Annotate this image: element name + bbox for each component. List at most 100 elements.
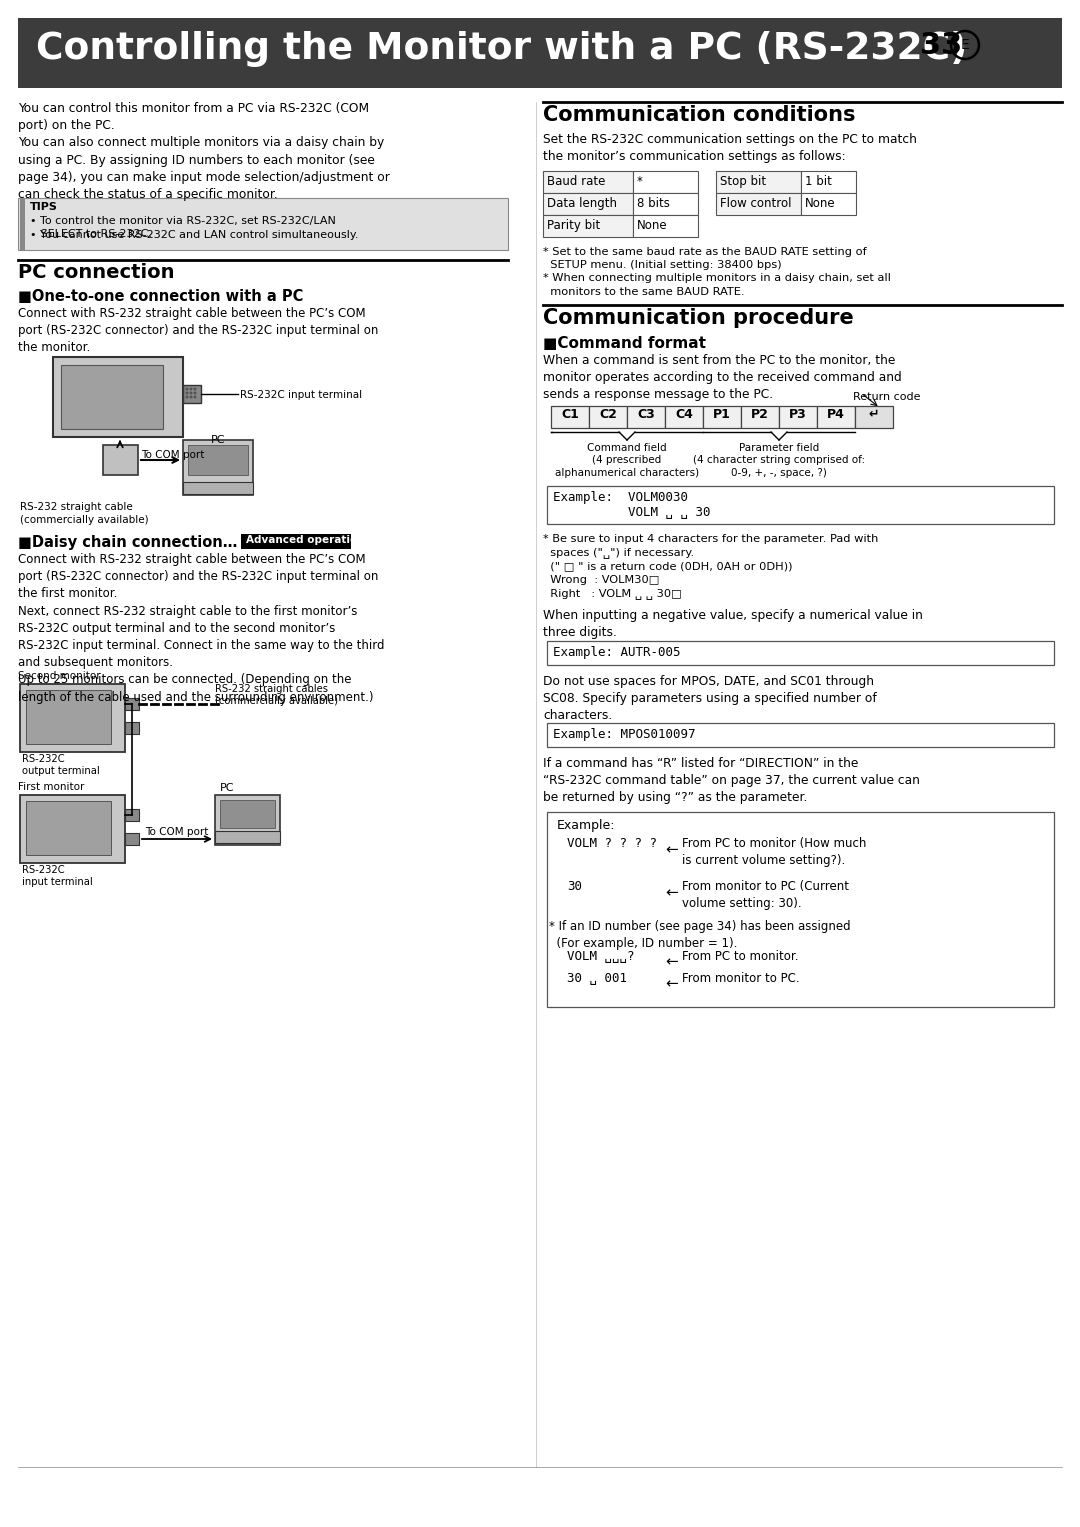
Bar	[703, 406, 741, 428]
Text: ←: ←	[665, 841, 678, 857]
Text: First monitor: First monitor	[18, 782, 84, 793]
Circle shape	[186, 391, 189, 394]
Text: Example:: Example:	[557, 818, 616, 832]
Text: * If an ID number (see page 34) has been assigned
  (For example, ID number = 1): * If an ID number (see page 34) has been…	[549, 919, 851, 950]
Text: You can control this monitor from a PC via RS-232C (COM
port) on the PC.
You can: You can control this monitor from a PC v…	[18, 102, 390, 202]
Bar	[633, 171, 698, 192]
Text: 33: 33	[920, 31, 962, 60]
Text: TIPS: TIPS	[30, 202, 58, 212]
Bar	[103, 444, 138, 475]
Bar	[589, 406, 627, 428]
Text: Set the RS-232C communication settings on the PC to match
the monitor’s communic: Set the RS-232C communication settings o…	[543, 133, 917, 163]
Text: Baud rate: Baud rate	[546, 176, 606, 188]
Text: Connect with RS-232 straight cable between the PC’s COM
port (RS-232C connector): Connect with RS-232 straight cable betwe…	[18, 307, 378, 354]
Text: When a command is sent from the PC to the monitor, the
monitor operates accordin: When a command is sent from the PC to th…	[543, 354, 902, 402]
Text: From PC to monitor (How much
is current volume setting?).: From PC to monitor (How much is current …	[681, 837, 866, 867]
Text: Stop bit: Stop bit	[720, 176, 766, 188]
Bar	[215, 831, 280, 843]
Text: RS-232 straight cables
(commercially available): RS-232 straight cables (commercially ava…	[215, 684, 338, 707]
Text: Parity bit: Parity bit	[546, 218, 600, 232]
Bar	[183, 483, 253, 495]
Circle shape	[193, 388, 197, 391]
Text: When inputting a negative value, specify a numerical value in
three digits.: When inputting a negative value, specify…	[543, 609, 923, 640]
Text: • You cannot use RS-232C and LAN control simultaneously.: • You cannot use RS-232C and LAN control…	[30, 231, 359, 240]
Text: RS-232C
input terminal: RS-232C input terminal	[22, 864, 93, 887]
Bar	[215, 796, 280, 844]
Text: E: E	[960, 38, 970, 52]
Text: Command field
(4 prescribed
alphanumerical characters): Command field (4 prescribed alphanumeric…	[555, 443, 699, 478]
Text: Parameter field
(4 character string comprised of:
0-9, +, -, space, ?): Parameter field (4 character string comp…	[693, 443, 865, 478]
Text: To COM port: To COM port	[145, 828, 208, 837]
Text: RS-232C
output terminal: RS-232C output terminal	[22, 754, 99, 776]
Bar	[633, 192, 698, 215]
Bar	[53, 357, 183, 437]
Text: Do not use spaces for MPOS, DATE, and SC01 through
SC08. Specify parameters usin: Do not use spaces for MPOS, DATE, and SC…	[543, 675, 877, 722]
Text: ←: ←	[665, 976, 678, 991]
Bar	[543, 192, 633, 215]
Bar	[779, 406, 816, 428]
Text: PC: PC	[211, 435, 226, 444]
Text: P1: P1	[713, 408, 731, 421]
Text: Flow control: Flow control	[720, 197, 792, 211]
Bar	[26, 802, 111, 855]
Text: Data length: Data length	[546, 197, 617, 211]
Circle shape	[186, 395, 189, 399]
Text: 1 bit: 1 bit	[805, 176, 832, 188]
Bar	[741, 406, 779, 428]
Text: C4: C4	[675, 408, 693, 421]
Text: From PC to monitor.: From PC to monitor.	[681, 950, 798, 964]
Bar	[546, 486, 1054, 524]
Text: VOLM ␣␣␣?: VOLM ␣␣␣?	[567, 950, 635, 964]
Bar	[21, 796, 125, 863]
Bar	[125, 722, 139, 734]
Text: VOLM ␣ ␣ 30: VOLM ␣ ␣ 30	[553, 505, 711, 519]
Text: * Be sure to input 4 characters for the parameter. Pad with
  spaces ("␣") if ne: * Be sure to input 4 characters for the …	[543, 534, 878, 599]
Bar	[546, 641, 1054, 664]
Bar	[188, 444, 248, 475]
Text: RS-232 straight cable
(commercially available): RS-232 straight cable (commercially avai…	[21, 502, 149, 525]
Bar	[543, 215, 633, 237]
Bar	[665, 406, 703, 428]
Text: C2: C2	[599, 408, 617, 421]
Bar	[627, 406, 665, 428]
Circle shape	[193, 391, 197, 394]
Bar	[546, 722, 1054, 747]
Text: VOLM ? ? ? ?: VOLM ? ? ? ?	[567, 837, 657, 851]
Text: ■One-to-one connection with a PC: ■One-to-one connection with a PC	[18, 289, 303, 304]
Bar	[125, 698, 139, 710]
Text: • To control the monitor via RS-232C, set RS-232C/LAN
   SELECT to RS-232C.: • To control the monitor via RS-232C, se…	[30, 215, 336, 240]
Bar	[18, 199, 508, 250]
Bar	[551, 406, 589, 428]
Text: P3: P3	[789, 408, 807, 421]
Text: ■Command format: ■Command format	[543, 336, 706, 351]
Bar	[543, 171, 633, 192]
Text: To COM port: To COM port	[141, 450, 204, 460]
Bar	[220, 800, 275, 828]
Bar	[60, 365, 163, 429]
Text: None: None	[637, 218, 667, 232]
Text: RS-232C input terminal: RS-232C input terminal	[240, 389, 362, 400]
Text: * Set to the same baud rate as the BAUD RATE setting of
  SETUP menu. (Initial s: * Set to the same baud rate as the BAUD …	[543, 247, 891, 296]
Circle shape	[186, 388, 189, 391]
Bar	[801, 171, 856, 192]
Circle shape	[189, 391, 192, 394]
Circle shape	[193, 395, 197, 399]
Text: P2: P2	[751, 408, 769, 421]
Bar	[801, 192, 856, 215]
Text: Communication conditions: Communication conditions	[543, 105, 855, 125]
Bar	[241, 534, 351, 550]
Bar	[716, 171, 801, 192]
Text: C1: C1	[562, 408, 579, 421]
Bar	[183, 385, 201, 403]
Text: P4: P4	[827, 408, 845, 421]
Text: Connect with RS-232 straight cable between the PC’s COM
port (RS-232C connector): Connect with RS-232 straight cable betwe…	[18, 553, 384, 704]
Text: ←: ←	[665, 886, 678, 899]
Text: *: *	[637, 176, 643, 188]
Bar	[183, 440, 253, 495]
Text: PC: PC	[220, 783, 234, 793]
Text: Communication procedure: Communication procedure	[543, 308, 854, 328]
Text: ■Daisy chain connection…: ■Daisy chain connection…	[18, 534, 238, 550]
Text: ←: ←	[665, 954, 678, 970]
Text: C3: C3	[637, 408, 654, 421]
Bar	[21, 199, 25, 250]
